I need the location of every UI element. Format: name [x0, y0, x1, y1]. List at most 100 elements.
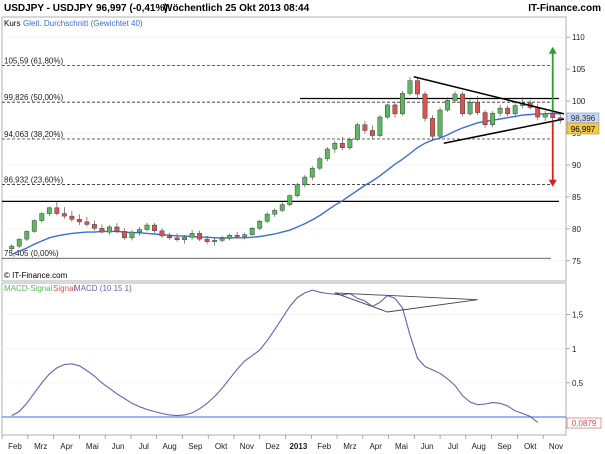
candle: [430, 115, 435, 141]
x-tick-label: Sep: [188, 442, 203, 451]
candle: [339, 136, 345, 151]
macd-tick-label: 0,5: [572, 379, 584, 388]
candle-body: [430, 118, 435, 137]
candle: [84, 216, 90, 227]
fib-label: 86,932 (23,60%): [4, 176, 63, 185]
candle: [392, 101, 398, 118]
x-tick-label: Jul: [448, 442, 458, 451]
candle: [99, 224, 105, 234]
triangle-lower-line: [443, 118, 565, 144]
candle-body: [407, 80, 413, 94]
candle-body: [467, 102, 473, 115]
price-tick-label: 75: [572, 257, 581, 266]
candle-body: [332, 142, 338, 150]
candle: [264, 212, 270, 224]
candle-body: [497, 107, 503, 114]
candle-body: [189, 233, 195, 238]
candle-body: [61, 213, 67, 217]
candle-body: [392, 104, 398, 115]
candle-body: [264, 213, 270, 222]
candle: [257, 219, 263, 231]
candle: [407, 77, 413, 96]
candle: [76, 214, 82, 226]
legend-moving-average: Gleit. Durchschnitt (Gewichtet 40): [23, 19, 143, 28]
candle: [46, 206, 52, 217]
macd-y-axis: 0,5 1 1,5: [566, 311, 584, 388]
candle: [227, 233, 233, 241]
candle-body: [302, 176, 308, 186]
macd-layer: [2, 289, 566, 423]
candle-body: [445, 100, 450, 111]
macd-panel-frame: [1, 282, 567, 436]
legend-macd-signal: MACD-Signal: [4, 284, 53, 293]
candle: [144, 222, 150, 232]
candle: [219, 235, 225, 243]
triangle-upper-line: [413, 76, 565, 115]
candle: [16, 238, 22, 249]
candle-body: [400, 93, 405, 115]
candle-body: [114, 226, 120, 232]
candle-body: [272, 210, 278, 215]
legend-signal: Signal: [53, 284, 75, 293]
candle: [61, 207, 67, 219]
candle: [234, 232, 240, 238]
brand-name: IT-Finance.com: [528, 3, 601, 14]
candle-body: [84, 221, 90, 225]
candle: [347, 137, 353, 150]
candle: [317, 156, 323, 171]
candle: [302, 175, 308, 188]
candle: [369, 125, 375, 139]
x-tick-label: Apr: [369, 442, 382, 451]
macd-tick-label: 1,5: [572, 311, 584, 320]
candle-body: [167, 235, 172, 239]
candle-body: [9, 245, 15, 249]
candle-body: [369, 130, 375, 136]
candle-body: [385, 104, 390, 118]
candle-body: [257, 220, 263, 229]
candle: [309, 166, 315, 181]
candle-body: [505, 107, 511, 115]
candle-body: [24, 231, 30, 240]
candle-body: [99, 227, 105, 233]
candle-body: [249, 227, 255, 235]
candlestick-series: [9, 77, 563, 254]
candle: [174, 233, 180, 242]
candle: [385, 103, 390, 119]
candle: [249, 226, 255, 236]
candle-body: [76, 219, 82, 223]
candle: [197, 230, 203, 242]
candle-body: [31, 220, 37, 232]
price-panel-frame: [1, 16, 567, 282]
candle: [324, 147, 330, 162]
candle-body: [347, 139, 353, 148]
candle: [437, 107, 443, 139]
candle-body: [452, 93, 458, 101]
candle: [167, 232, 172, 240]
x-tick-label: Mrz: [34, 442, 47, 451]
legend-kurs: Kurs: [4, 19, 20, 28]
last-macd-value: 0,0879: [572, 419, 597, 428]
candle: [482, 110, 488, 128]
legend-macd: MACD (10 15 1): [74, 284, 132, 293]
candle: [204, 235, 210, 245]
candle-body: [324, 148, 330, 159]
candle: [354, 122, 360, 141]
candle: [242, 232, 248, 240]
candle: [490, 111, 496, 128]
candle-body: [535, 107, 541, 118]
target-down-arrowhead: [548, 179, 557, 187]
candle: [445, 97, 450, 112]
candle: [377, 115, 383, 138]
fib-label: 99,826 (50,00%): [4, 93, 63, 102]
candle-body: [182, 236, 187, 240]
candle-body: [309, 167, 315, 178]
x-tick-label: Feb: [8, 442, 22, 451]
candle-body: [550, 113, 556, 118]
candle-body: [317, 158, 323, 169]
candle: [182, 235, 187, 244]
candle-body: [212, 240, 218, 242]
watermark: © IT-Finance.com: [4, 271, 68, 280]
candle-body: [460, 93, 465, 115]
candle-body: [415, 80, 420, 95]
candle: [497, 104, 503, 117]
